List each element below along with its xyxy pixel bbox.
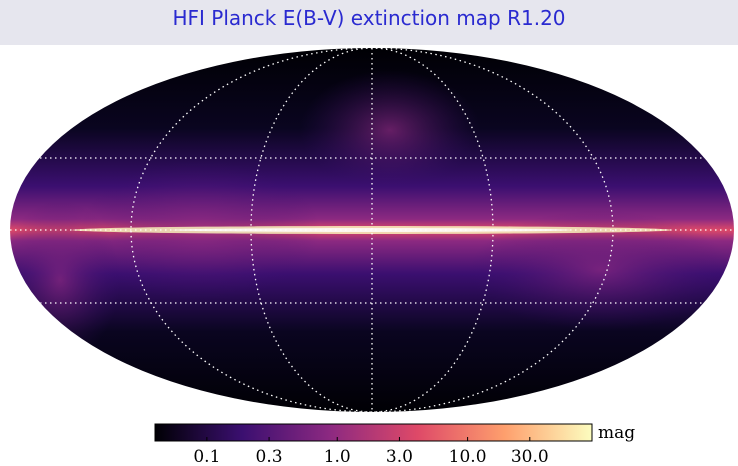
colorbar-tick-label: 0.3 bbox=[256, 447, 283, 466]
colorbar-tick-label: 10.0 bbox=[449, 447, 487, 466]
colorbar-unit: mag bbox=[598, 423, 635, 443]
colorbar bbox=[154, 423, 593, 442]
colorbar-tick-label: 0.1 bbox=[193, 447, 220, 466]
colorbar-tick-label: 3.0 bbox=[386, 447, 413, 466]
slide-title: HFI Planck E(B-V) extinction map R1.20 bbox=[0, 0, 738, 45]
sky-map bbox=[10, 48, 734, 412]
colorbar-tick-label: 1.0 bbox=[324, 447, 351, 466]
colorbar-tick-label: 30.0 bbox=[511, 447, 549, 466]
